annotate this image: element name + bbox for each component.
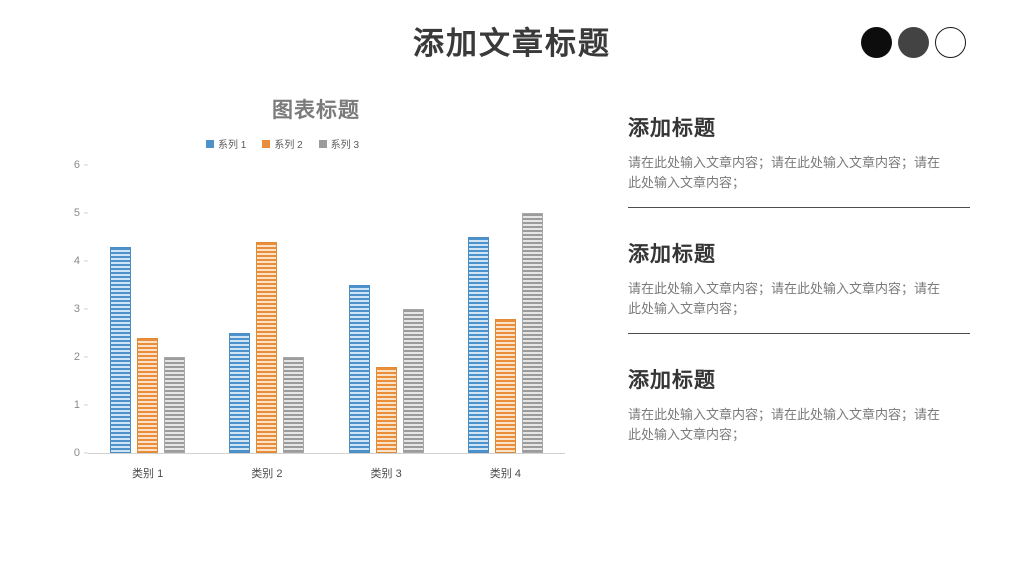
- bar-2-4: [494, 318, 516, 453]
- bar-1-1: [110, 246, 132, 453]
- y-axis-tick-mark: [84, 212, 88, 214]
- bar-group: 类别 3: [327, 165, 446, 480]
- header-decoration-dots: [861, 27, 966, 58]
- x-axis-category-label: 类别 3: [370, 468, 402, 480]
- y-axis-tick-mark: [84, 308, 88, 310]
- bar-3-1: [164, 357, 186, 453]
- y-axis-tick-label: 4: [73, 255, 80, 267]
- bar-group: 类别 2: [207, 165, 326, 480]
- text-panel: 添加标题 请在此处输入文章内容；请在此处输入文章内容；请在此处输入文章内容； 添加标…: [628, 112, 970, 459]
- chart-x-axis-line: [88, 453, 565, 454]
- dot-filled-gray: [898, 27, 929, 58]
- bar-3-4: [521, 213, 543, 453]
- bar-1-4: [467, 237, 489, 453]
- x-axis-category-label: 类别 2: [251, 468, 283, 480]
- y-axis-tick-label: 6: [73, 159, 80, 171]
- legend-swatch-icon: [262, 139, 271, 148]
- chart-panel: 图表标题 系列 1 系列 2 系列 3 0 1 2 3 4 5 6 类别 1 类别 2 类别 3 类别 …: [0, 80, 600, 500]
- y-axis-tick-label: 0: [73, 447, 80, 459]
- bar-2-2: [256, 241, 278, 453]
- block-divider: [628, 207, 970, 208]
- x-axis-category-label: 类别 1: [132, 468, 164, 480]
- dot-filled-black: [861, 27, 892, 58]
- bar-group: 类别 4: [446, 165, 565, 480]
- y-axis-tick-mark: [84, 164, 88, 166]
- x-axis-category-label: 类别 4: [489, 468, 521, 480]
- block-body-text: 请在此处输入文章内容；请在此处输入文章内容；请在此处输入文章内容；: [628, 281, 941, 316]
- text-block-3: 添加标题请在此处输入文章内容；请在此处输入文章内容；请在此处输入文章内容；: [628, 348, 970, 459]
- chart-title: 图表标题: [272, 98, 360, 122]
- text-block-2: 添加标题请在此处输入文章内容；请在此处输入文章内容；请在此处输入文章内容；: [628, 222, 970, 348]
- chart-plot-area: 0 1 2 3 4 5 6 类别 1 类别 2 类别 3 类别 4: [74, 159, 565, 480]
- legend-swatch-icon: [318, 139, 327, 148]
- legend-label: 系列 3: [330, 140, 360, 151]
- bar-3-2: [283, 357, 305, 453]
- dot-outline-white: [935, 27, 966, 58]
- bar-2-1: [137, 337, 159, 453]
- block-heading: 添加标题: [628, 242, 716, 266]
- legend-swatch-icon: [205, 139, 214, 148]
- legend-entry-1: 系列 1: [205, 136, 247, 151]
- block-body-text: 请在此处输入文章内容；请在此处输入文章内容；请在此处输入文章内容；: [628, 155, 941, 190]
- legend-label: 系列 2: [274, 140, 303, 151]
- block-heading: 添加标题: [628, 116, 716, 140]
- y-axis-tick-mark: [84, 404, 88, 406]
- y-axis-tick-label: 1: [73, 399, 80, 411]
- page-title: 添加文章标题: [413, 26, 611, 61]
- legend-label: 系列 1: [217, 140, 247, 151]
- y-axis-tick-mark: [84, 356, 88, 358]
- chart-legend: 系列 1 系列 2 系列 3: [0, 136, 565, 151]
- y-axis-tick-mark: [84, 452, 88, 454]
- block-divider: [628, 333, 970, 334]
- bar-3-3: [402, 309, 424, 453]
- y-axis-tick-mark: [84, 260, 88, 262]
- y-axis-tick-label: 5: [73, 207, 80, 219]
- bar-group: 类别 1: [88, 165, 207, 480]
- block-heading: 添加标题: [628, 368, 716, 392]
- slide-header: 添加文章标题: [0, 0, 1024, 80]
- legend-entry-2: 系列 2: [262, 136, 303, 151]
- y-axis-tick-label: 3: [73, 303, 80, 315]
- bar-1-3: [348, 285, 370, 453]
- y-axis-tick-label: 2: [73, 351, 80, 363]
- block-body-text: 请在此处输入文章内容；请在此处输入文章内容；请在此处输入文章内容；: [628, 407, 941, 442]
- text-block-1: 添加标题请在此处输入文章内容；请在此处输入文章内容；请在此处输入文章内容；: [628, 112, 970, 222]
- legend-entry-3: 系列 3: [318, 136, 360, 151]
- bar-1-2: [229, 333, 251, 453]
- bar-2-3: [375, 366, 397, 453]
